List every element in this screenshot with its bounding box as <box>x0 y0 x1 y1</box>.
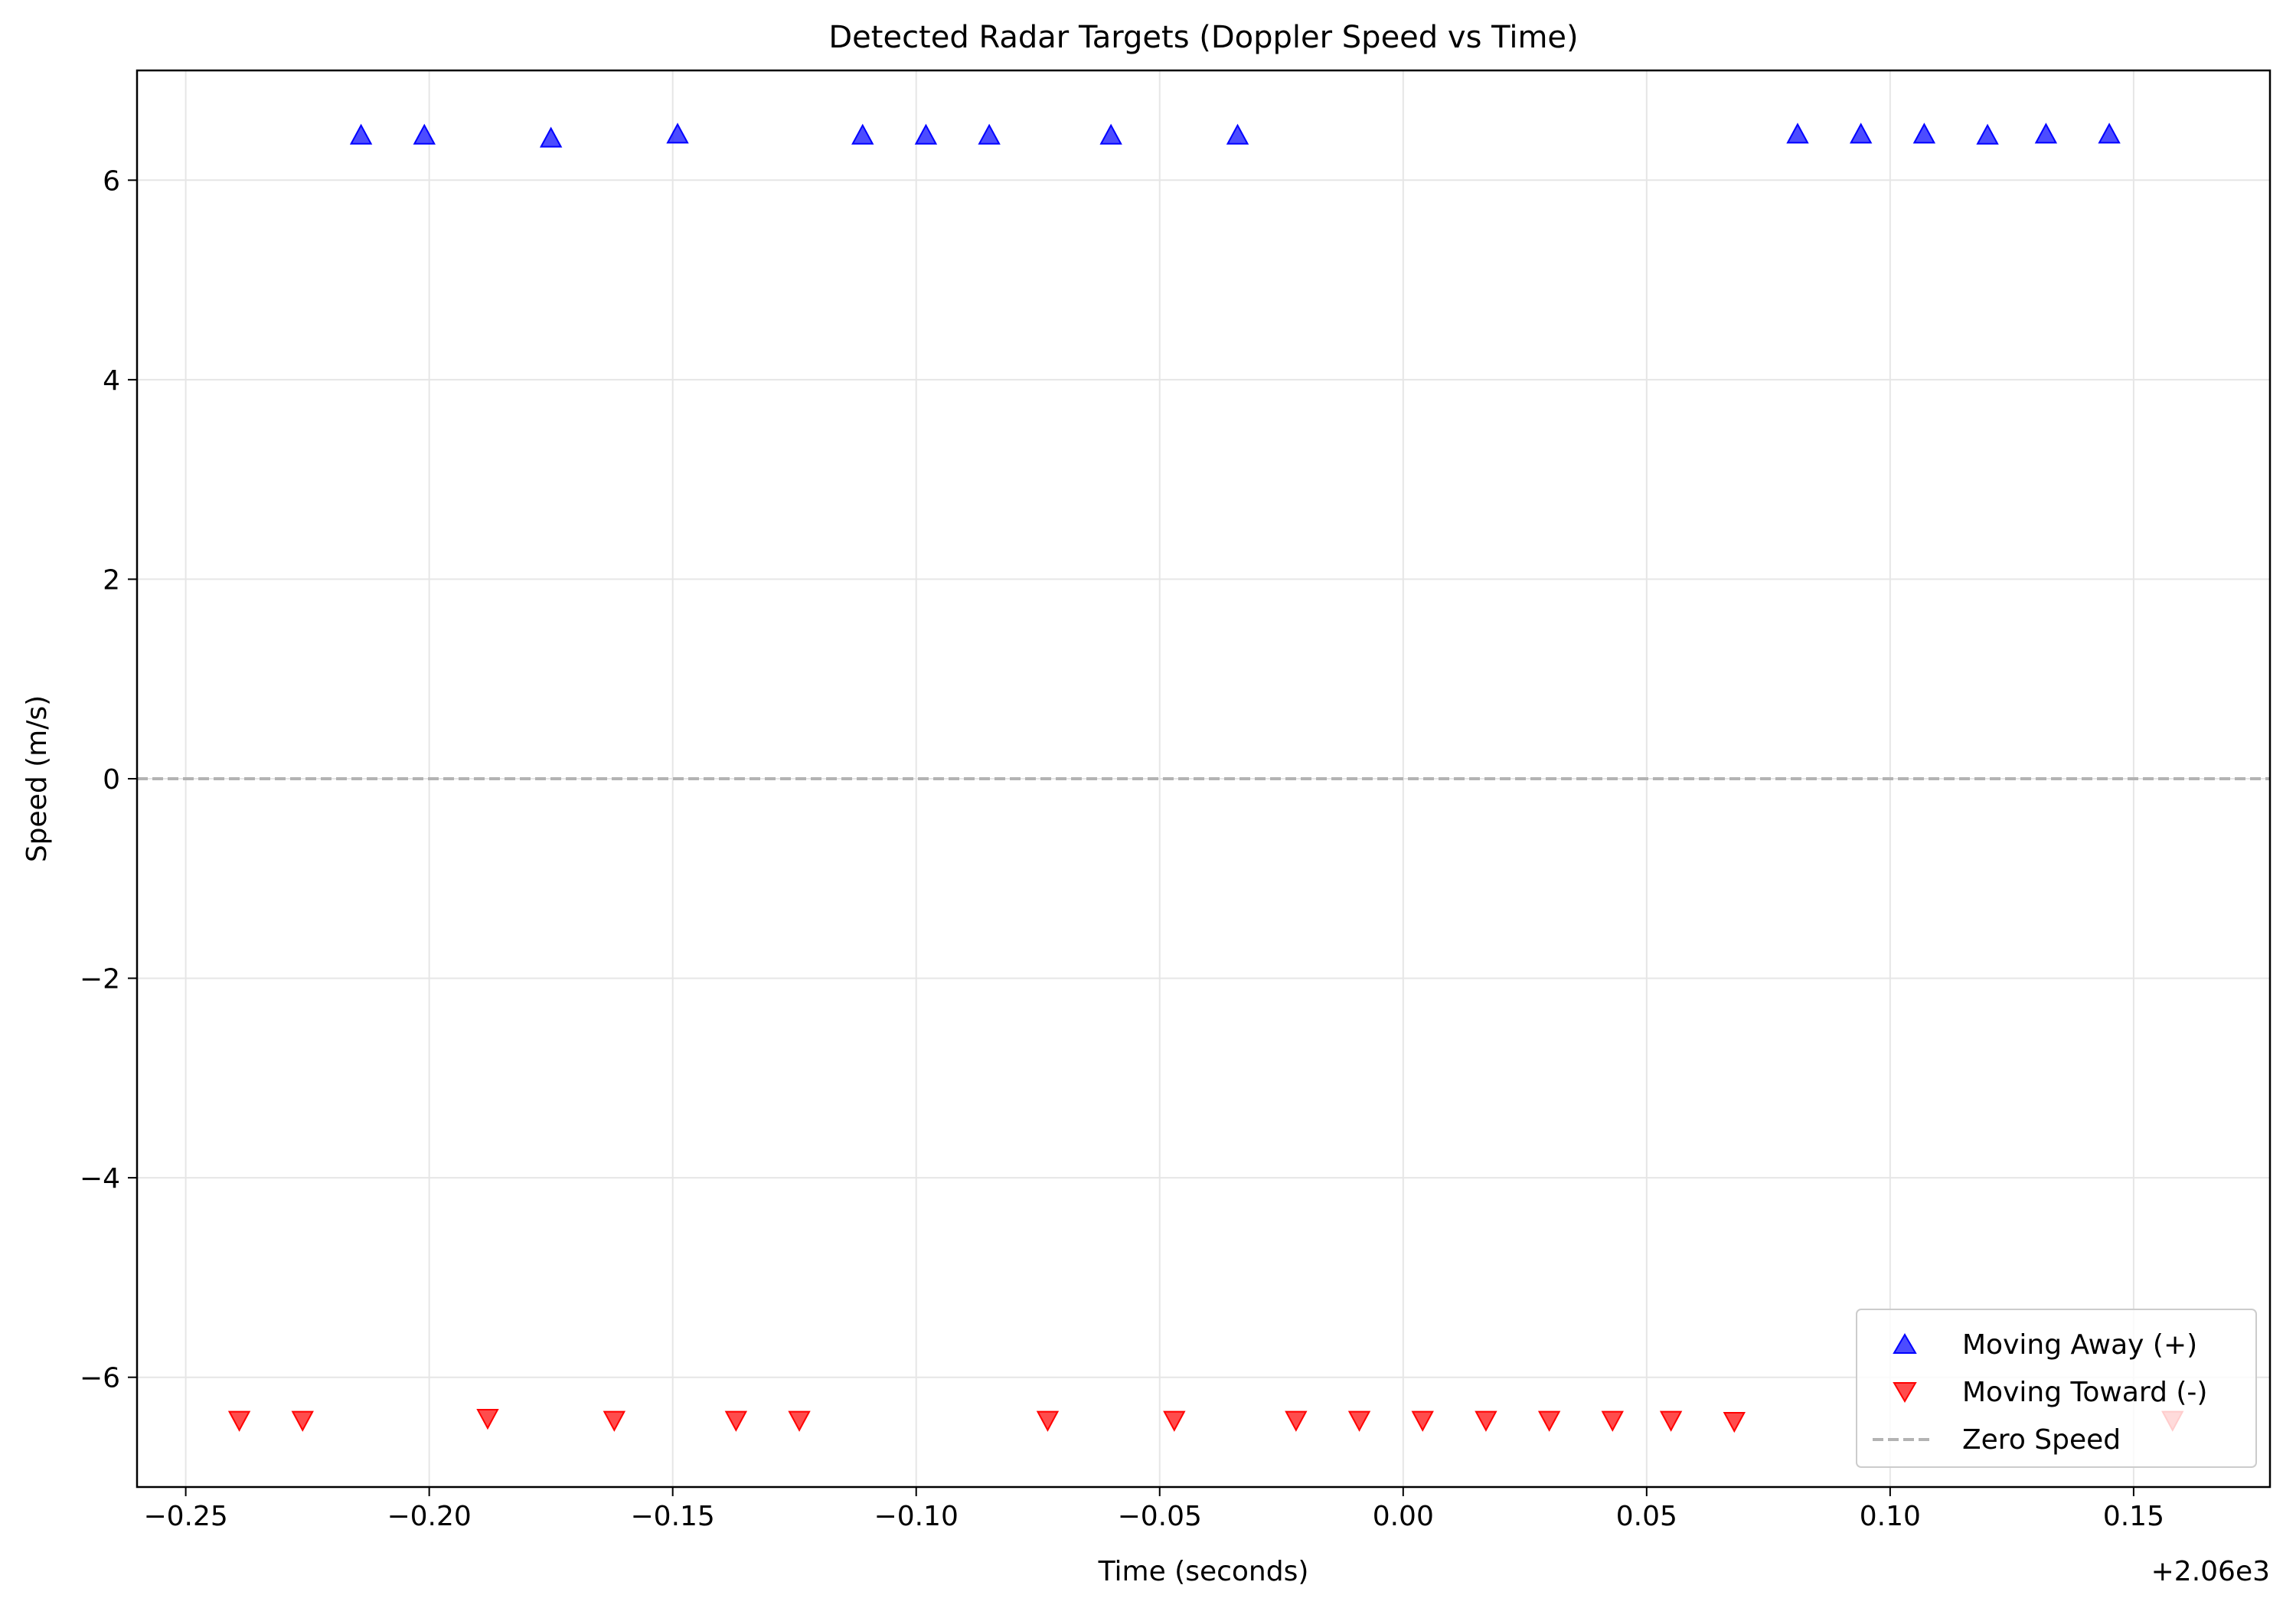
moving-toward-point-11 <box>1475 1410 1497 1432</box>
x-axis-label: Time (seconds) <box>1098 1556 1309 1587</box>
moving-toward-point-6 <box>1036 1410 1060 1432</box>
moving-toward-point-7 <box>1163 1410 1186 1432</box>
moving-away-point-6 <box>978 123 1001 145</box>
grid <box>137 70 2270 1487</box>
moving-toward-point-10 <box>1411 1410 1434 1432</box>
moving-toward-point-0 <box>227 1410 251 1432</box>
y-tick-label-3: 0 <box>103 764 120 796</box>
moving-away-point-12 <box>1976 123 1999 145</box>
moving-away-point-3 <box>666 123 689 144</box>
y-tick-label-6: −6 <box>80 1363 120 1394</box>
x-tick-label-1: −0.20 <box>387 1501 471 1532</box>
moving-away-point-4 <box>851 123 874 145</box>
x-tick-label-6: 0.05 <box>1616 1501 1677 1532</box>
moving-toward-point-14 <box>1659 1410 1683 1432</box>
legend-label-moving-toward: Moving Toward (-) <box>1962 1377 2207 1408</box>
x-tick-label-2: −0.15 <box>631 1501 715 1532</box>
y-tick-label-2: 2 <box>103 564 120 596</box>
moving-toward-point-1 <box>291 1410 314 1432</box>
moving-away-point-9 <box>1786 123 1809 144</box>
y-tick-label-0: 6 <box>103 165 120 197</box>
moving-toward-point-3 <box>603 1410 626 1432</box>
moving-toward-point-8 <box>1285 1410 1308 1432</box>
legend-box <box>1856 1309 2257 1468</box>
legend: Moving Away (+) Moving Toward (-) Zero S… <box>1856 1309 2257 1468</box>
moving-away-point-5 <box>914 123 938 145</box>
moving-away-point-0 <box>349 123 373 145</box>
axis-ticks: −0.25 −0.20 −0.15 −0.10 −0.05 0.00 0.05 0.10 0.1… <box>80 165 2164 1532</box>
moving-toward-point-4 <box>724 1410 748 1432</box>
legend-label-zero-speed: Zero Speed <box>1962 1424 2121 1456</box>
moving-toward-point-2 <box>476 1409 499 1430</box>
chart-title: Detected Radar Targets (Doppler Speed vs… <box>828 20 1578 55</box>
legend-marker-moving-away <box>1893 1333 1917 1354</box>
y-tick-label-1: 4 <box>103 365 120 397</box>
moving-away-point-11 <box>1912 123 1936 144</box>
y-axis-label: Speed (m/s) <box>21 695 53 862</box>
y-tick-label-4: −2 <box>80 964 120 995</box>
legend-marker-moving-toward <box>1893 1382 1917 1403</box>
data-points <box>227 123 2184 1433</box>
x-tick-label-5: 0.00 <box>1373 1501 1434 1532</box>
x-tick-label-0: −0.25 <box>143 1501 227 1532</box>
moving-away-point-10 <box>1850 123 1873 144</box>
moving-away-point-14 <box>2098 123 2121 144</box>
moving-away-point-2 <box>539 126 563 148</box>
x-tick-label-4: −0.05 <box>1118 1501 1202 1532</box>
moving-away-point-13 <box>2034 123 2058 144</box>
moving-away-point-8 <box>1226 123 1249 145</box>
legend-label-moving-away: Moving Away (+) <box>1962 1329 2197 1361</box>
moving-toward-point-9 <box>1347 1410 1371 1432</box>
moving-away-point-7 <box>1099 123 1122 145</box>
moving-toward-point-5 <box>788 1410 811 1432</box>
y-tick-label-5: −4 <box>80 1163 120 1195</box>
moving-toward-point-12 <box>1537 1410 1561 1432</box>
x-axis-offset-label: +2.06e3 <box>2151 1556 2270 1587</box>
x-tick-label-8: 0.15 <box>2103 1501 2164 1532</box>
x-tick-label-7: 0.10 <box>1860 1501 1921 1532</box>
moving-toward-point-15 <box>1723 1411 1746 1433</box>
moving-away-point-1 <box>413 123 436 145</box>
x-tick-label-3: −0.10 <box>874 1501 959 1532</box>
moving-toward-point-13 <box>1601 1410 1624 1432</box>
